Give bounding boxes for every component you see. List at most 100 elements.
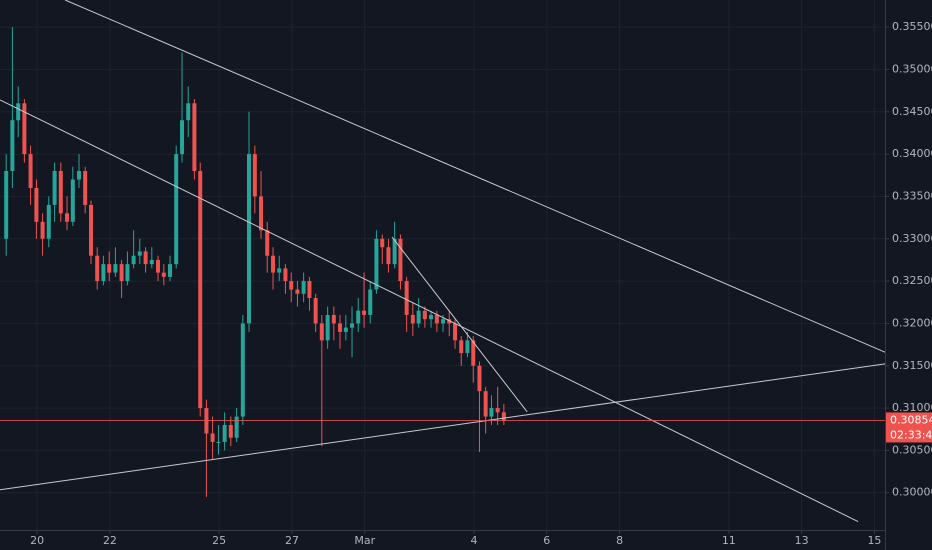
candle-body (16, 103, 21, 121)
candle-body (198, 171, 203, 409)
candle-body (101, 264, 106, 282)
x-tick-label: Mar (354, 534, 375, 547)
candle-body (210, 433, 215, 442)
candle-body (489, 408, 494, 417)
x-tick-label: 4 (470, 534, 477, 547)
x-tick-label: 6 (543, 534, 550, 547)
candle-body (58, 171, 63, 214)
x-tick-label: 8 (616, 534, 623, 547)
candle-body (107, 264, 112, 273)
candle-body (252, 154, 257, 197)
candle-body (362, 310, 367, 315)
candle-body (422, 310, 427, 320)
candle-body (180, 120, 185, 155)
candle-body (350, 323, 355, 328)
candle-body (155, 259, 160, 273)
candle-body (271, 255, 276, 273)
candle-body (338, 323, 343, 332)
candle-body (319, 323, 324, 341)
candle-body (374, 238, 379, 290)
countdown-label: 02:33:45 (890, 428, 932, 441)
candle-body (222, 425, 227, 442)
trend-line (64, 0, 886, 353)
candle-body (277, 268, 282, 273)
candle-body (343, 327, 348, 332)
candle-body (295, 289, 300, 294)
candle-body (40, 221, 45, 239)
candle-body (113, 264, 118, 273)
last-price-badge (886, 412, 932, 443)
candle-body (119, 264, 124, 282)
candle-body (137, 251, 142, 256)
candle-body (234, 416, 239, 438)
candle-body (161, 272, 166, 277)
candle-body (247, 154, 252, 324)
candle-body (434, 314, 439, 324)
candle-body (228, 425, 233, 438)
x-tick-label: 13 (795, 534, 809, 547)
candle-body (477, 365, 482, 392)
candle-body (131, 255, 136, 265)
candle-body (70, 179, 75, 222)
x-tick-label: 15 (867, 534, 881, 547)
candle-body (22, 103, 27, 155)
candle-body (398, 238, 403, 282)
candle-body (416, 310, 421, 324)
x-tick-label: 25 (212, 534, 226, 547)
candle-body (186, 103, 191, 121)
candle-body (143, 251, 148, 265)
candle-body (404, 281, 409, 315)
candle-body (34, 187, 39, 222)
candle-body (392, 238, 397, 265)
candle-body (64, 213, 69, 222)
candle-body (429, 314, 434, 320)
candle-body (331, 314, 336, 324)
candle-body (4, 171, 9, 239)
y-tick-label: 0.35500 (892, 20, 932, 33)
x-tick-label: 22 (103, 534, 117, 547)
candle-body (380, 238, 385, 248)
candle-body (459, 340, 464, 354)
candle-body (259, 196, 264, 231)
candle-body (501, 412, 506, 421)
trend-line (391, 236, 528, 413)
candle-body (168, 264, 173, 277)
candle-body (95, 255, 100, 282)
candle-body (441, 319, 446, 324)
candle-body (301, 281, 306, 294)
candle-body (240, 323, 245, 417)
candle-body (325, 314, 330, 341)
candle-body (192, 103, 197, 172)
plot (0, 0, 886, 522)
candle-body (46, 204, 51, 239)
candle-body (313, 298, 318, 324)
x-tick-label: 20 (30, 534, 44, 547)
candle-body (483, 391, 488, 417)
candle-body (28, 154, 33, 188)
candle-body (447, 319, 452, 324)
candle-body (471, 340, 476, 366)
candle-body (149, 259, 154, 265)
last-price-label: 0.30854 (890, 413, 932, 426)
candle-body (368, 289, 373, 315)
candle-body (52, 171, 57, 205)
candle-body (76, 171, 81, 180)
candle-body (465, 340, 470, 354)
candle-body (356, 310, 361, 324)
candle-body (83, 171, 88, 205)
candle-body (216, 441, 221, 443)
